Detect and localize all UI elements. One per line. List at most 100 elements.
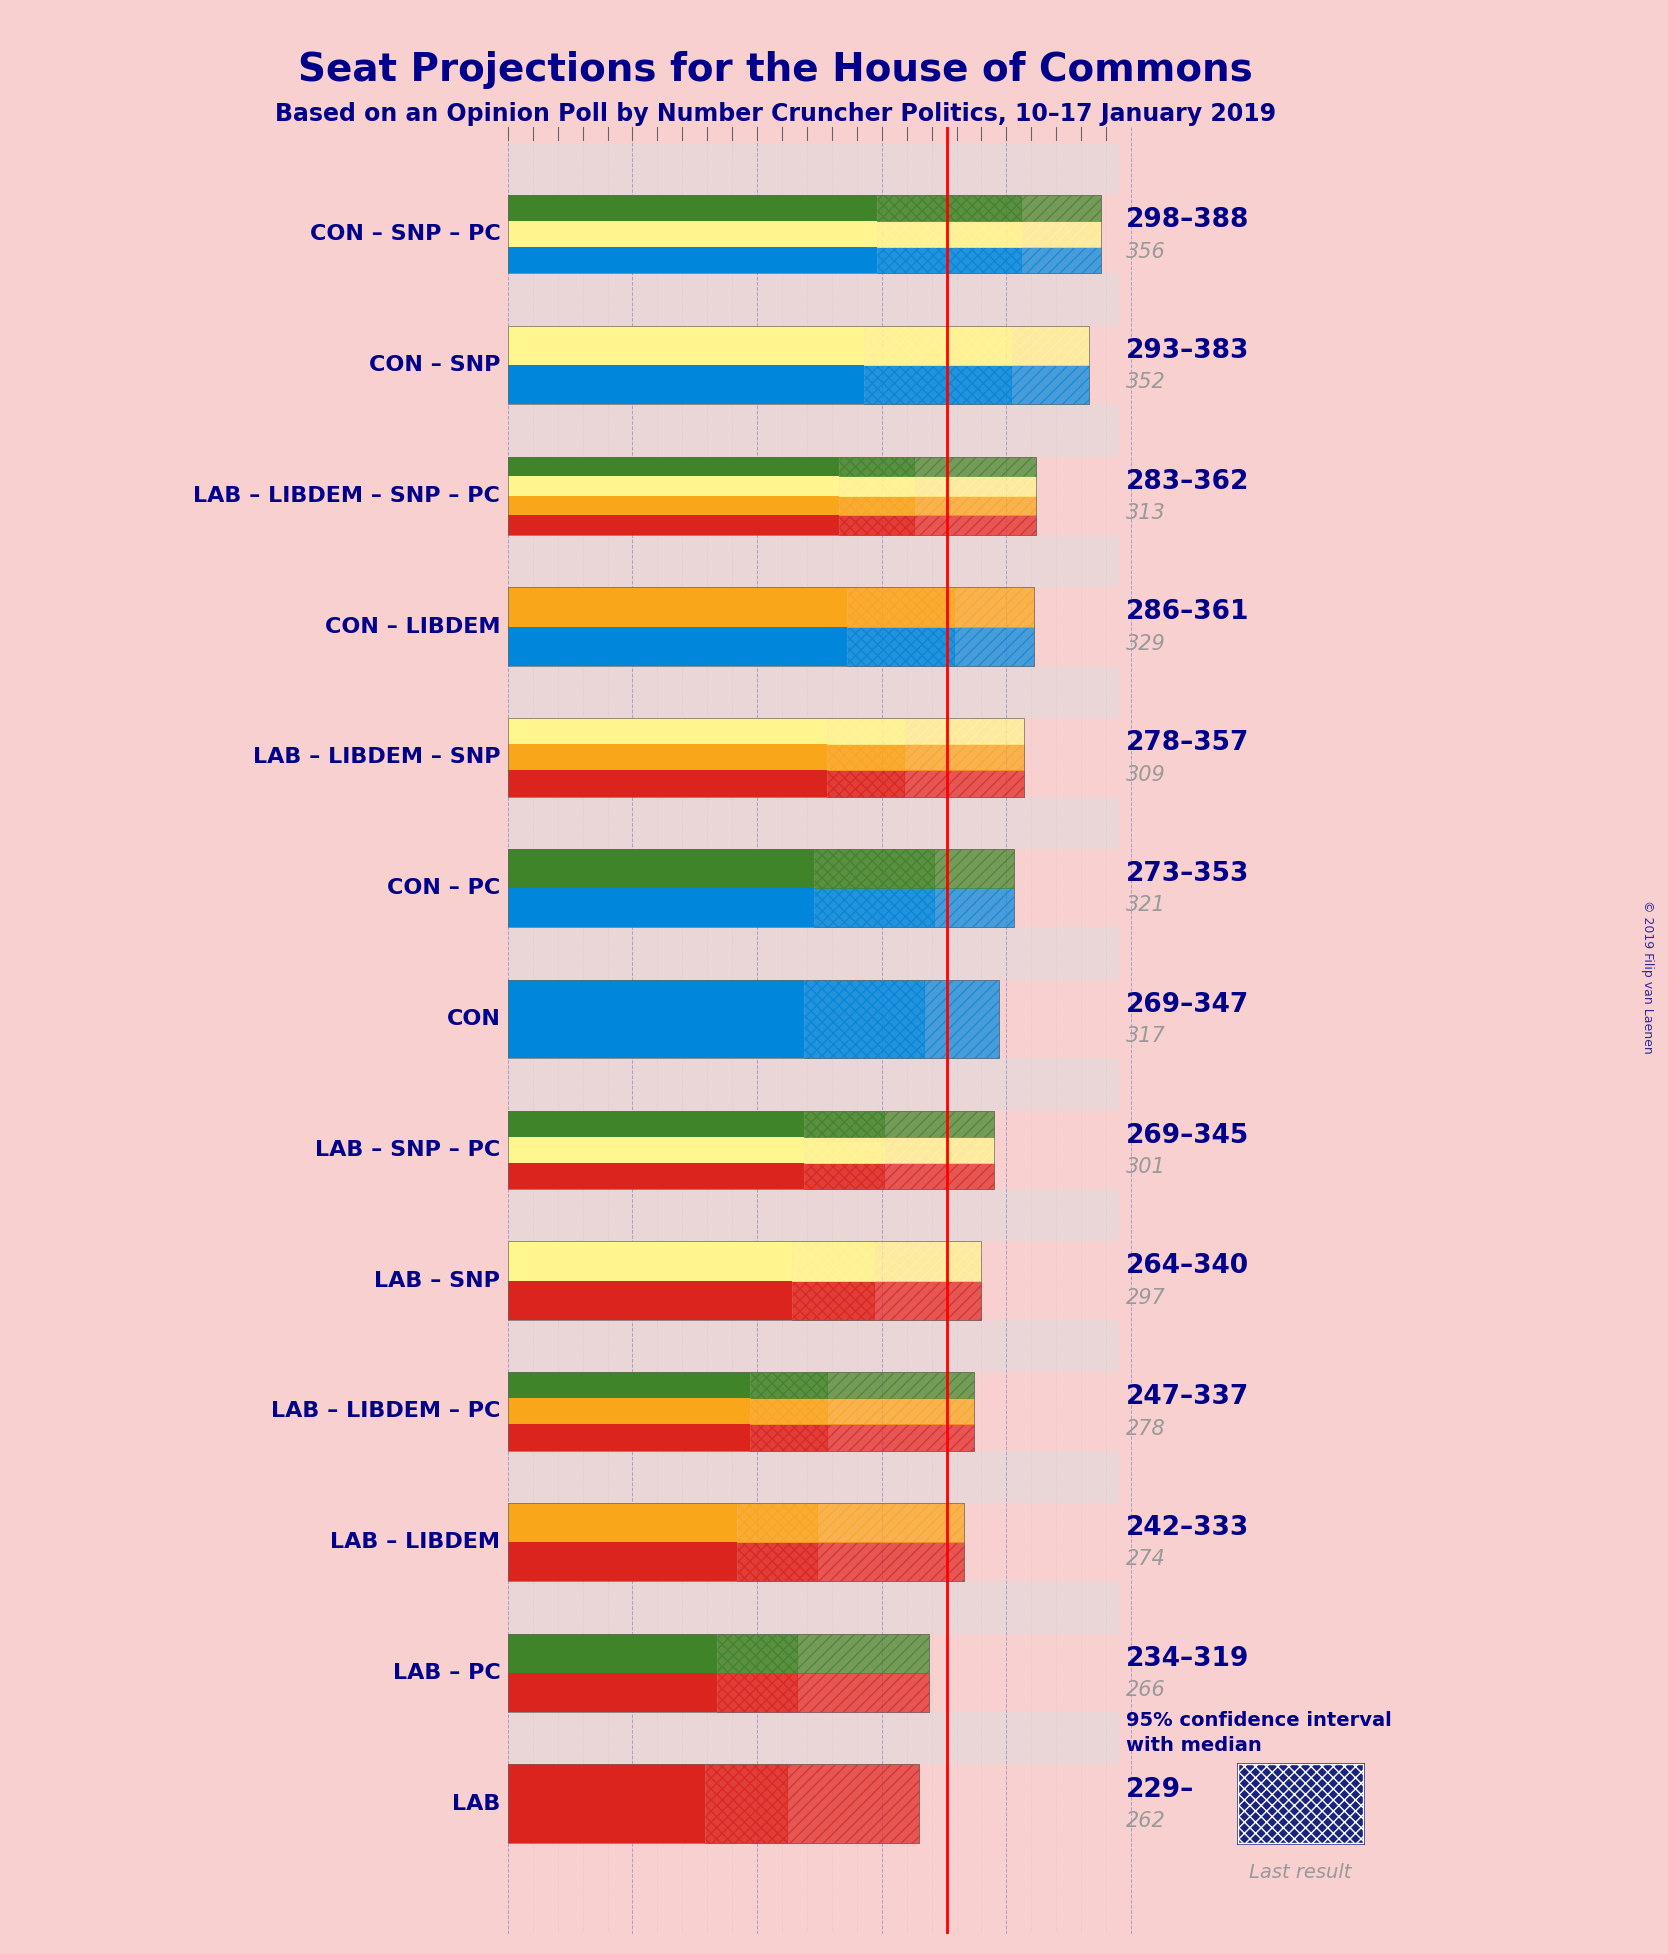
Text: 95% confidence interval
with median: 95% confidence interval with median	[1126, 1712, 1391, 1755]
Bar	[847, 627, 954, 666]
Text: CON – LIBDEM: CON – LIBDEM	[325, 617, 500, 637]
Bar	[874, 1280, 981, 1319]
Text: LAB – LIBDEM – PC: LAB – LIBDEM – PC	[270, 1401, 500, 1421]
Bar	[507, 143, 1119, 195]
Bar	[507, 1673, 717, 1712]
Bar	[507, 1581, 1119, 1634]
Bar	[507, 588, 847, 627]
Bar	[864, 365, 1011, 404]
Text: Based on an Opinion Poll by Number Cruncher Politics, 10–17 January 2019: Based on an Opinion Poll by Number Crunc…	[275, 102, 1276, 125]
Bar	[934, 889, 1014, 928]
Bar	[934, 848, 1014, 889]
Bar	[827, 719, 904, 744]
Bar	[904, 719, 1024, 744]
Bar	[507, 1372, 749, 1399]
Bar	[507, 889, 814, 928]
Bar	[507, 1542, 737, 1581]
Bar	[717, 1673, 797, 1712]
Text: 297: 297	[1126, 1288, 1166, 1307]
Bar	[507, 1634, 717, 1673]
Bar	[827, 1424, 974, 1450]
Text: Last result: Last result	[1249, 1862, 1351, 1882]
Bar	[507, 1110, 994, 1188]
Bar	[839, 516, 914, 535]
Text: CON: CON	[447, 1008, 500, 1030]
Bar	[507, 744, 827, 770]
Bar	[954, 627, 1034, 666]
Bar	[507, 1424, 749, 1450]
Text: 309: 309	[1126, 764, 1166, 786]
Bar	[507, 1319, 1119, 1372]
Text: 321: 321	[1126, 895, 1166, 914]
Text: 278–357: 278–357	[1126, 731, 1249, 756]
Bar	[847, 588, 954, 627]
Text: LAB – SNP – PC: LAB – SNP – PC	[315, 1139, 500, 1161]
Bar	[954, 588, 1034, 627]
Text: 264–340: 264–340	[1126, 1253, 1249, 1280]
Text: 242–333: 242–333	[1126, 1514, 1249, 1542]
Bar	[507, 1280, 792, 1319]
Bar	[737, 1503, 817, 1542]
Bar	[792, 1241, 874, 1280]
Bar	[884, 1110, 994, 1137]
Bar	[1021, 248, 1101, 274]
Text: CON – SNP – PC: CON – SNP – PC	[310, 225, 500, 244]
Bar	[914, 516, 1036, 535]
Bar	[706, 1764, 787, 1843]
Text: 273–353: 273–353	[1126, 862, 1249, 887]
Bar	[507, 1372, 974, 1450]
Bar	[877, 248, 1021, 274]
Bar	[717, 1634, 797, 1673]
Bar	[877, 221, 1021, 248]
Bar	[507, 1399, 749, 1424]
Text: 313: 313	[1126, 502, 1166, 524]
Bar	[507, 770, 827, 797]
Text: CON – SNP: CON – SNP	[369, 356, 500, 375]
Bar	[1238, 1764, 1363, 1843]
Bar	[507, 535, 1119, 588]
Bar	[904, 744, 1024, 770]
Text: 262: 262	[1126, 1811, 1166, 1831]
Bar	[507, 248, 877, 274]
Text: 283–362: 283–362	[1126, 469, 1249, 494]
Bar	[507, 979, 999, 1059]
Text: 286–361: 286–361	[1126, 600, 1249, 625]
Bar	[507, 195, 877, 221]
Bar	[877, 195, 1021, 221]
Bar	[507, 719, 827, 744]
Bar	[507, 326, 1089, 404]
Bar	[797, 1673, 929, 1712]
Bar	[1238, 1764, 1363, 1843]
Text: LAB – LIBDEM – SNP: LAB – LIBDEM – SNP	[254, 746, 500, 768]
Bar	[804, 979, 924, 1059]
Bar	[507, 1503, 737, 1542]
Bar	[1011, 365, 1089, 404]
Bar	[507, 516, 839, 535]
Bar	[507, 1110, 804, 1137]
Bar	[507, 1712, 1119, 1764]
Bar	[924, 979, 999, 1059]
Text: 301: 301	[1126, 1157, 1166, 1176]
Bar	[507, 797, 1119, 848]
Text: LAB – SNP: LAB – SNP	[374, 1270, 500, 1290]
Bar	[507, 496, 839, 516]
Text: 269–345: 269–345	[1126, 1124, 1249, 1149]
Bar	[914, 457, 1036, 477]
Bar	[507, 457, 1036, 535]
Bar	[507, 1634, 929, 1712]
Bar	[507, 1241, 981, 1319]
Bar	[507, 1188, 1119, 1241]
Bar	[507, 1764, 919, 1843]
Bar	[792, 1280, 874, 1319]
Text: © 2019 Filip van Laenen: © 2019 Filip van Laenen	[1641, 901, 1655, 1053]
Bar	[507, 326, 864, 365]
Bar	[507, 588, 1034, 666]
Bar	[507, 274, 1119, 326]
Bar	[797, 1634, 929, 1673]
Bar	[1011, 326, 1089, 365]
Bar	[507, 719, 1024, 797]
Bar	[507, 221, 877, 248]
Bar	[1021, 195, 1101, 221]
Text: 234–319: 234–319	[1126, 1645, 1249, 1673]
Bar	[817, 1542, 964, 1581]
